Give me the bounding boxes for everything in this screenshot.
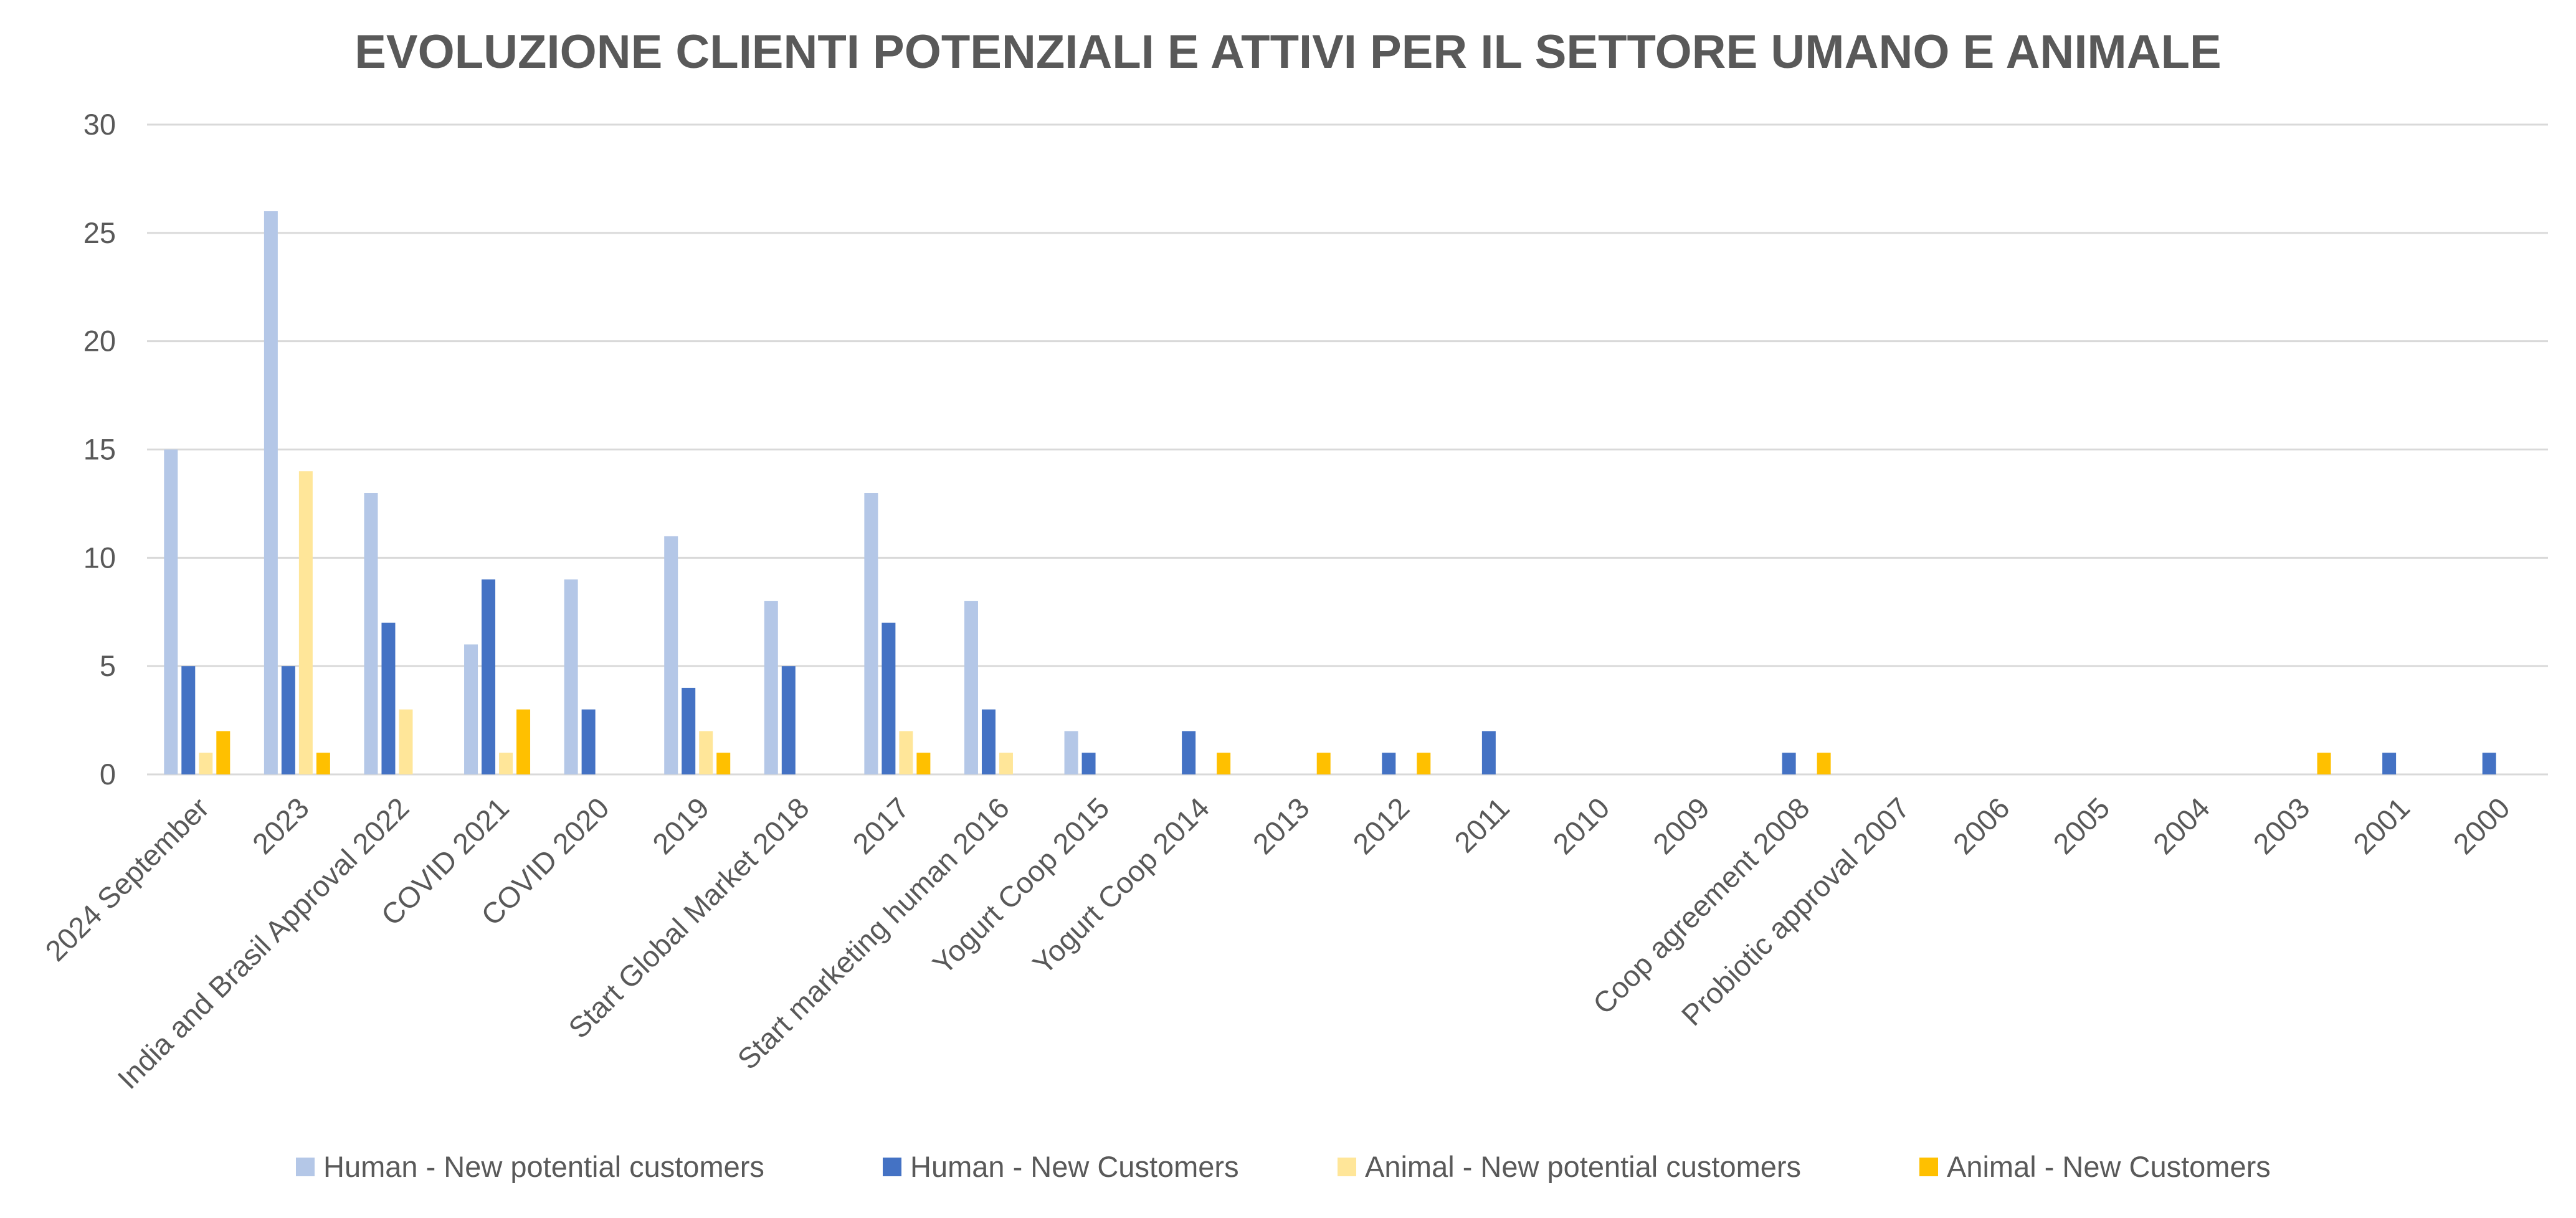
bar bbox=[664, 536, 678, 774]
legend-swatch bbox=[1338, 1157, 1356, 1176]
legend: Human - New potential customers Human - N… bbox=[0, 1149, 2576, 1193]
bar bbox=[181, 666, 196, 774]
x-tick-label: 2012 bbox=[1346, 791, 1415, 860]
bar bbox=[916, 753, 931, 774]
bar bbox=[516, 709, 531, 774]
bar bbox=[482, 579, 496, 774]
x-tick-label: 2013 bbox=[1246, 791, 1315, 860]
x-tick-label: Yogurt Coop 2015 bbox=[926, 791, 1115, 981]
x-tick-label: 2017 bbox=[846, 791, 915, 860]
x-tick-label: 2009 bbox=[1647, 791, 1716, 860]
x-tick-label: 2024 September bbox=[39, 791, 215, 968]
bar bbox=[981, 709, 996, 774]
x-tick-label: 2006 bbox=[1946, 791, 2015, 860]
x-tick-label: 2010 bbox=[1546, 791, 1615, 860]
bar bbox=[581, 709, 596, 774]
y-tick-label: 0 bbox=[100, 758, 116, 791]
x-tick-label: 2023 bbox=[246, 791, 315, 860]
y-axis-ticks: 0 5 10 15 20 25 30 bbox=[83, 108, 116, 791]
bar bbox=[281, 666, 295, 774]
y-tick-label: 5 bbox=[100, 649, 116, 682]
bar bbox=[1064, 731, 1078, 774]
legend-item: Animal - New potential customers bbox=[1338, 1149, 1801, 1184]
bar bbox=[164, 449, 178, 774]
bar bbox=[1182, 731, 1196, 774]
bar bbox=[364, 493, 378, 774]
x-tick-label: 2019 bbox=[646, 791, 715, 860]
bar bbox=[464, 644, 478, 774]
bar bbox=[781, 666, 796, 774]
bars bbox=[164, 211, 2496, 775]
bar bbox=[1316, 753, 1331, 774]
bar bbox=[381, 622, 396, 774]
x-tick-label: 2001 bbox=[2347, 791, 2416, 860]
bar bbox=[864, 493, 878, 774]
bar bbox=[298, 471, 313, 774]
x-tick-label: Yogurt Coop 2014 bbox=[1026, 791, 1215, 981]
bar bbox=[199, 753, 213, 774]
bar bbox=[316, 753, 330, 774]
bar bbox=[716, 753, 731, 774]
bar bbox=[216, 731, 231, 774]
bar bbox=[999, 753, 1013, 774]
bar bbox=[764, 601, 778, 774]
legend-label: Animal - New Customers bbox=[1947, 1150, 2271, 1183]
bar bbox=[499, 753, 513, 774]
x-tick-label: 2000 bbox=[2446, 791, 2516, 860]
y-tick-label: 25 bbox=[83, 216, 116, 249]
y-tick-label: 20 bbox=[83, 325, 116, 358]
gridlines bbox=[147, 123, 2548, 776]
legend-label: Animal - New potential customers bbox=[1365, 1150, 1802, 1183]
bar bbox=[1782, 753, 1796, 774]
y-tick-label: 30 bbox=[83, 108, 116, 141]
bar bbox=[682, 687, 696, 774]
bar bbox=[882, 622, 896, 774]
bar bbox=[2317, 753, 2331, 774]
bar bbox=[1217, 753, 1231, 774]
bar bbox=[1817, 753, 1831, 774]
legend-label: Human - New potential customers bbox=[323, 1150, 764, 1183]
legend-swatch bbox=[883, 1157, 901, 1176]
legend-label: Human - New Customers bbox=[910, 1150, 1239, 1183]
legend-item: Animal - New Customers bbox=[1919, 1149, 2271, 1184]
bar bbox=[899, 731, 913, 774]
bar bbox=[699, 731, 713, 774]
legend-item: Human - New Customers bbox=[883, 1149, 1239, 1184]
bar bbox=[2482, 753, 2496, 774]
bar bbox=[1382, 753, 1396, 774]
x-tick-label: 2005 bbox=[2046, 791, 2116, 860]
bar bbox=[1417, 753, 1431, 774]
legend-item: Human - New potential customers bbox=[296, 1149, 764, 1184]
y-tick-label: 15 bbox=[83, 433, 116, 466]
legend-swatch bbox=[1919, 1157, 1938, 1176]
x-tick-label: 2011 bbox=[1448, 791, 1516, 859]
bar bbox=[964, 601, 978, 774]
bar bbox=[1481, 731, 1496, 774]
chart-title: EVOLUZIONE CLIENTI POTENZIALI E ATTIVI P… bbox=[354, 26, 2222, 79]
bar bbox=[564, 579, 578, 774]
legend-swatch bbox=[296, 1157, 315, 1176]
y-tick-label: 10 bbox=[83, 541, 116, 574]
bar bbox=[399, 709, 413, 774]
bar bbox=[2382, 753, 2397, 774]
x-tick-label: 2004 bbox=[2147, 791, 2216, 860]
x-tick-label: 2003 bbox=[2246, 791, 2316, 860]
bar bbox=[264, 211, 278, 775]
bar bbox=[1081, 753, 1096, 774]
